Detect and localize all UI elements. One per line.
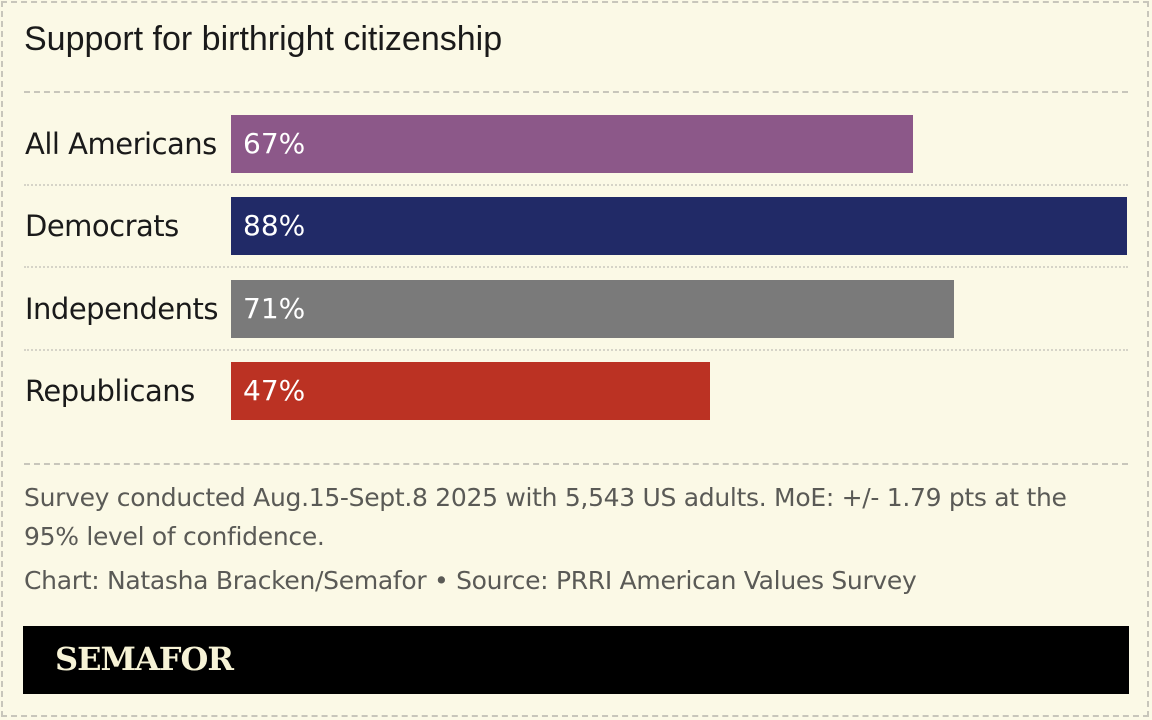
category-label: Republicans <box>25 373 195 408</box>
bar <box>231 279 954 338</box>
data-label: 88% <box>243 209 306 243</box>
chart-title: Support for birthright citizenship <box>24 20 503 58</box>
category-label: All Americans <box>25 127 217 161</box>
source-credit: Chart: Natasha Bracken/Semafor • Source:… <box>24 566 917 595</box>
row-divider <box>24 184 1128 186</box>
data-label: 67% <box>243 127 306 160</box>
title-divider <box>24 91 1128 93</box>
footer-divider <box>24 463 1128 465</box>
semafor-logo: SEMAFOR <box>55 640 234 678</box>
data-label: 47% <box>243 373 306 407</box>
category-label: Independents <box>25 291 218 326</box>
survey-note: Survey conducted Aug.15-Sept.8 2025 with… <box>24 483 1067 551</box>
data-label: 71% <box>243 291 306 325</box>
row-divider <box>24 348 1128 351</box>
bar <box>231 197 1127 256</box>
row-divider <box>24 266 1128 269</box>
bar <box>231 115 914 173</box>
bar <box>231 361 710 420</box>
category-label: Democrats <box>25 209 179 244</box>
brand-bar: SEMAFOR <box>23 626 1129 694</box>
